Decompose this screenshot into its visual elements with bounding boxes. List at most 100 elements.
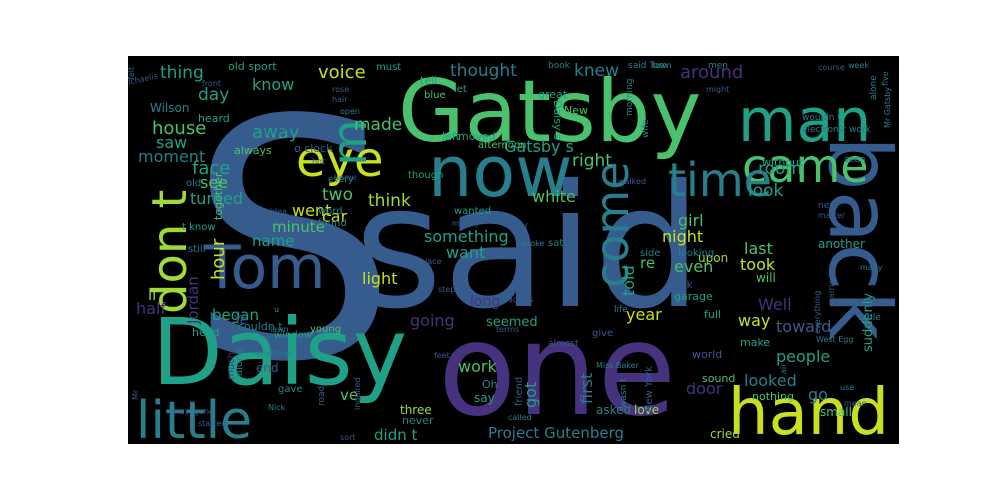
word: don t bbox=[142, 190, 198, 314]
word: hour bbox=[208, 238, 229, 280]
word: something bbox=[424, 227, 509, 246]
word: Wilson bbox=[150, 101, 189, 115]
word: day bbox=[198, 85, 229, 105]
word: wouldn t bbox=[802, 113, 841, 123]
word: still bbox=[188, 244, 205, 255]
word: called bbox=[508, 413, 532, 422]
word: man bbox=[738, 86, 871, 156]
word: tell bbox=[420, 74, 437, 87]
word: began bbox=[212, 306, 259, 324]
word: couldn t bbox=[238, 320, 283, 333]
word: away bbox=[252, 122, 300, 143]
word: New bbox=[564, 104, 588, 117]
word: Daisy s bbox=[551, 100, 564, 140]
word: voice bbox=[318, 62, 366, 83]
word: life bbox=[614, 305, 628, 315]
word: give bbox=[592, 328, 613, 339]
word: feet bbox=[434, 351, 450, 360]
word: garage bbox=[674, 290, 713, 303]
word: might bbox=[706, 85, 729, 94]
word: long bbox=[470, 294, 500, 310]
word: window bbox=[274, 330, 312, 341]
word: way bbox=[738, 311, 770, 330]
word: road bbox=[317, 386, 327, 406]
word: house bbox=[152, 118, 206, 139]
word-cloud-canvas: S said one Gatsby back Daisy now man han… bbox=[128, 56, 899, 444]
word: Tom bbox=[203, 233, 326, 303]
word: looked bbox=[744, 371, 797, 390]
word: little bbox=[136, 391, 252, 444]
word: look bbox=[748, 181, 784, 201]
word: New York bbox=[644, 366, 655, 412]
word: rose bbox=[332, 85, 349, 94]
word: come bbox=[585, 161, 639, 288]
word: toward bbox=[776, 317, 831, 336]
word-cloud: S said one Gatsby back Daisy now man han… bbox=[128, 56, 899, 444]
word: Oh bbox=[482, 378, 498, 391]
word: wanted bbox=[454, 206, 491, 217]
word: re bbox=[640, 254, 655, 272]
word: week bbox=[848, 61, 869, 70]
word: hand bbox=[728, 376, 889, 444]
word: side bbox=[640, 248, 661, 259]
word: even bbox=[674, 257, 713, 276]
word: one bbox=[438, 296, 676, 444]
word: rather bbox=[262, 115, 290, 125]
word: back bbox=[809, 136, 899, 341]
word: thought bbox=[450, 61, 517, 81]
word: across bbox=[508, 295, 534, 304]
word: car bbox=[322, 207, 348, 226]
word: going bbox=[410, 311, 455, 330]
word: make bbox=[740, 336, 770, 349]
word: without bbox=[762, 156, 804, 169]
word: want bbox=[446, 243, 485, 262]
word: eye bbox=[296, 132, 383, 188]
word: looking bbox=[678, 248, 714, 259]
word: night bbox=[662, 227, 703, 246]
word: asked bbox=[596, 403, 631, 417]
word: first bbox=[577, 373, 596, 404]
word: hot bbox=[312, 157, 325, 166]
word: believe bbox=[278, 123, 311, 133]
word: electronic work bbox=[802, 125, 872, 135]
word: step bbox=[438, 285, 455, 294]
word: almost bbox=[548, 339, 579, 349]
word: u bbox=[274, 305, 279, 314]
word: broke bbox=[522, 239, 544, 248]
word: morning bbox=[625, 79, 635, 116]
word: upon bbox=[698, 251, 728, 265]
word: end bbox=[256, 361, 279, 375]
word: Mr Gatsby bbox=[883, 87, 892, 128]
word: sound bbox=[702, 372, 735, 385]
word: wife bbox=[641, 119, 651, 138]
word: wasn t bbox=[619, 378, 629, 408]
word: gone bbox=[194, 407, 214, 416]
word: men bbox=[708, 61, 728, 71]
word: small bbox=[820, 405, 852, 419]
word: people bbox=[776, 347, 830, 366]
word: made bbox=[354, 115, 402, 135]
word: Nick bbox=[268, 403, 286, 412]
word: turned bbox=[190, 189, 243, 208]
word: started bbox=[198, 419, 227, 428]
word: seen bbox=[844, 155, 865, 165]
word: much bbox=[226, 352, 237, 380]
word: ll bbox=[148, 286, 156, 304]
word: face bbox=[192, 158, 230, 179]
word: afternoon bbox=[478, 140, 526, 151]
word: right bbox=[572, 151, 612, 171]
word: air bbox=[779, 363, 788, 374]
word: will bbox=[756, 271, 776, 285]
word: time bbox=[668, 153, 772, 207]
word: went bbox=[292, 201, 331, 220]
word: West Egg bbox=[816, 335, 853, 344]
word: Gatsby bbox=[398, 62, 701, 162]
word: got bbox=[521, 382, 540, 408]
word: S bbox=[188, 56, 397, 434]
word: walked bbox=[618, 177, 646, 186]
word: another bbox=[818, 237, 865, 251]
word: told bbox=[619, 265, 638, 296]
word: every bbox=[328, 175, 354, 185]
word: Well bbox=[758, 295, 792, 314]
word: dark bbox=[670, 280, 693, 291]
